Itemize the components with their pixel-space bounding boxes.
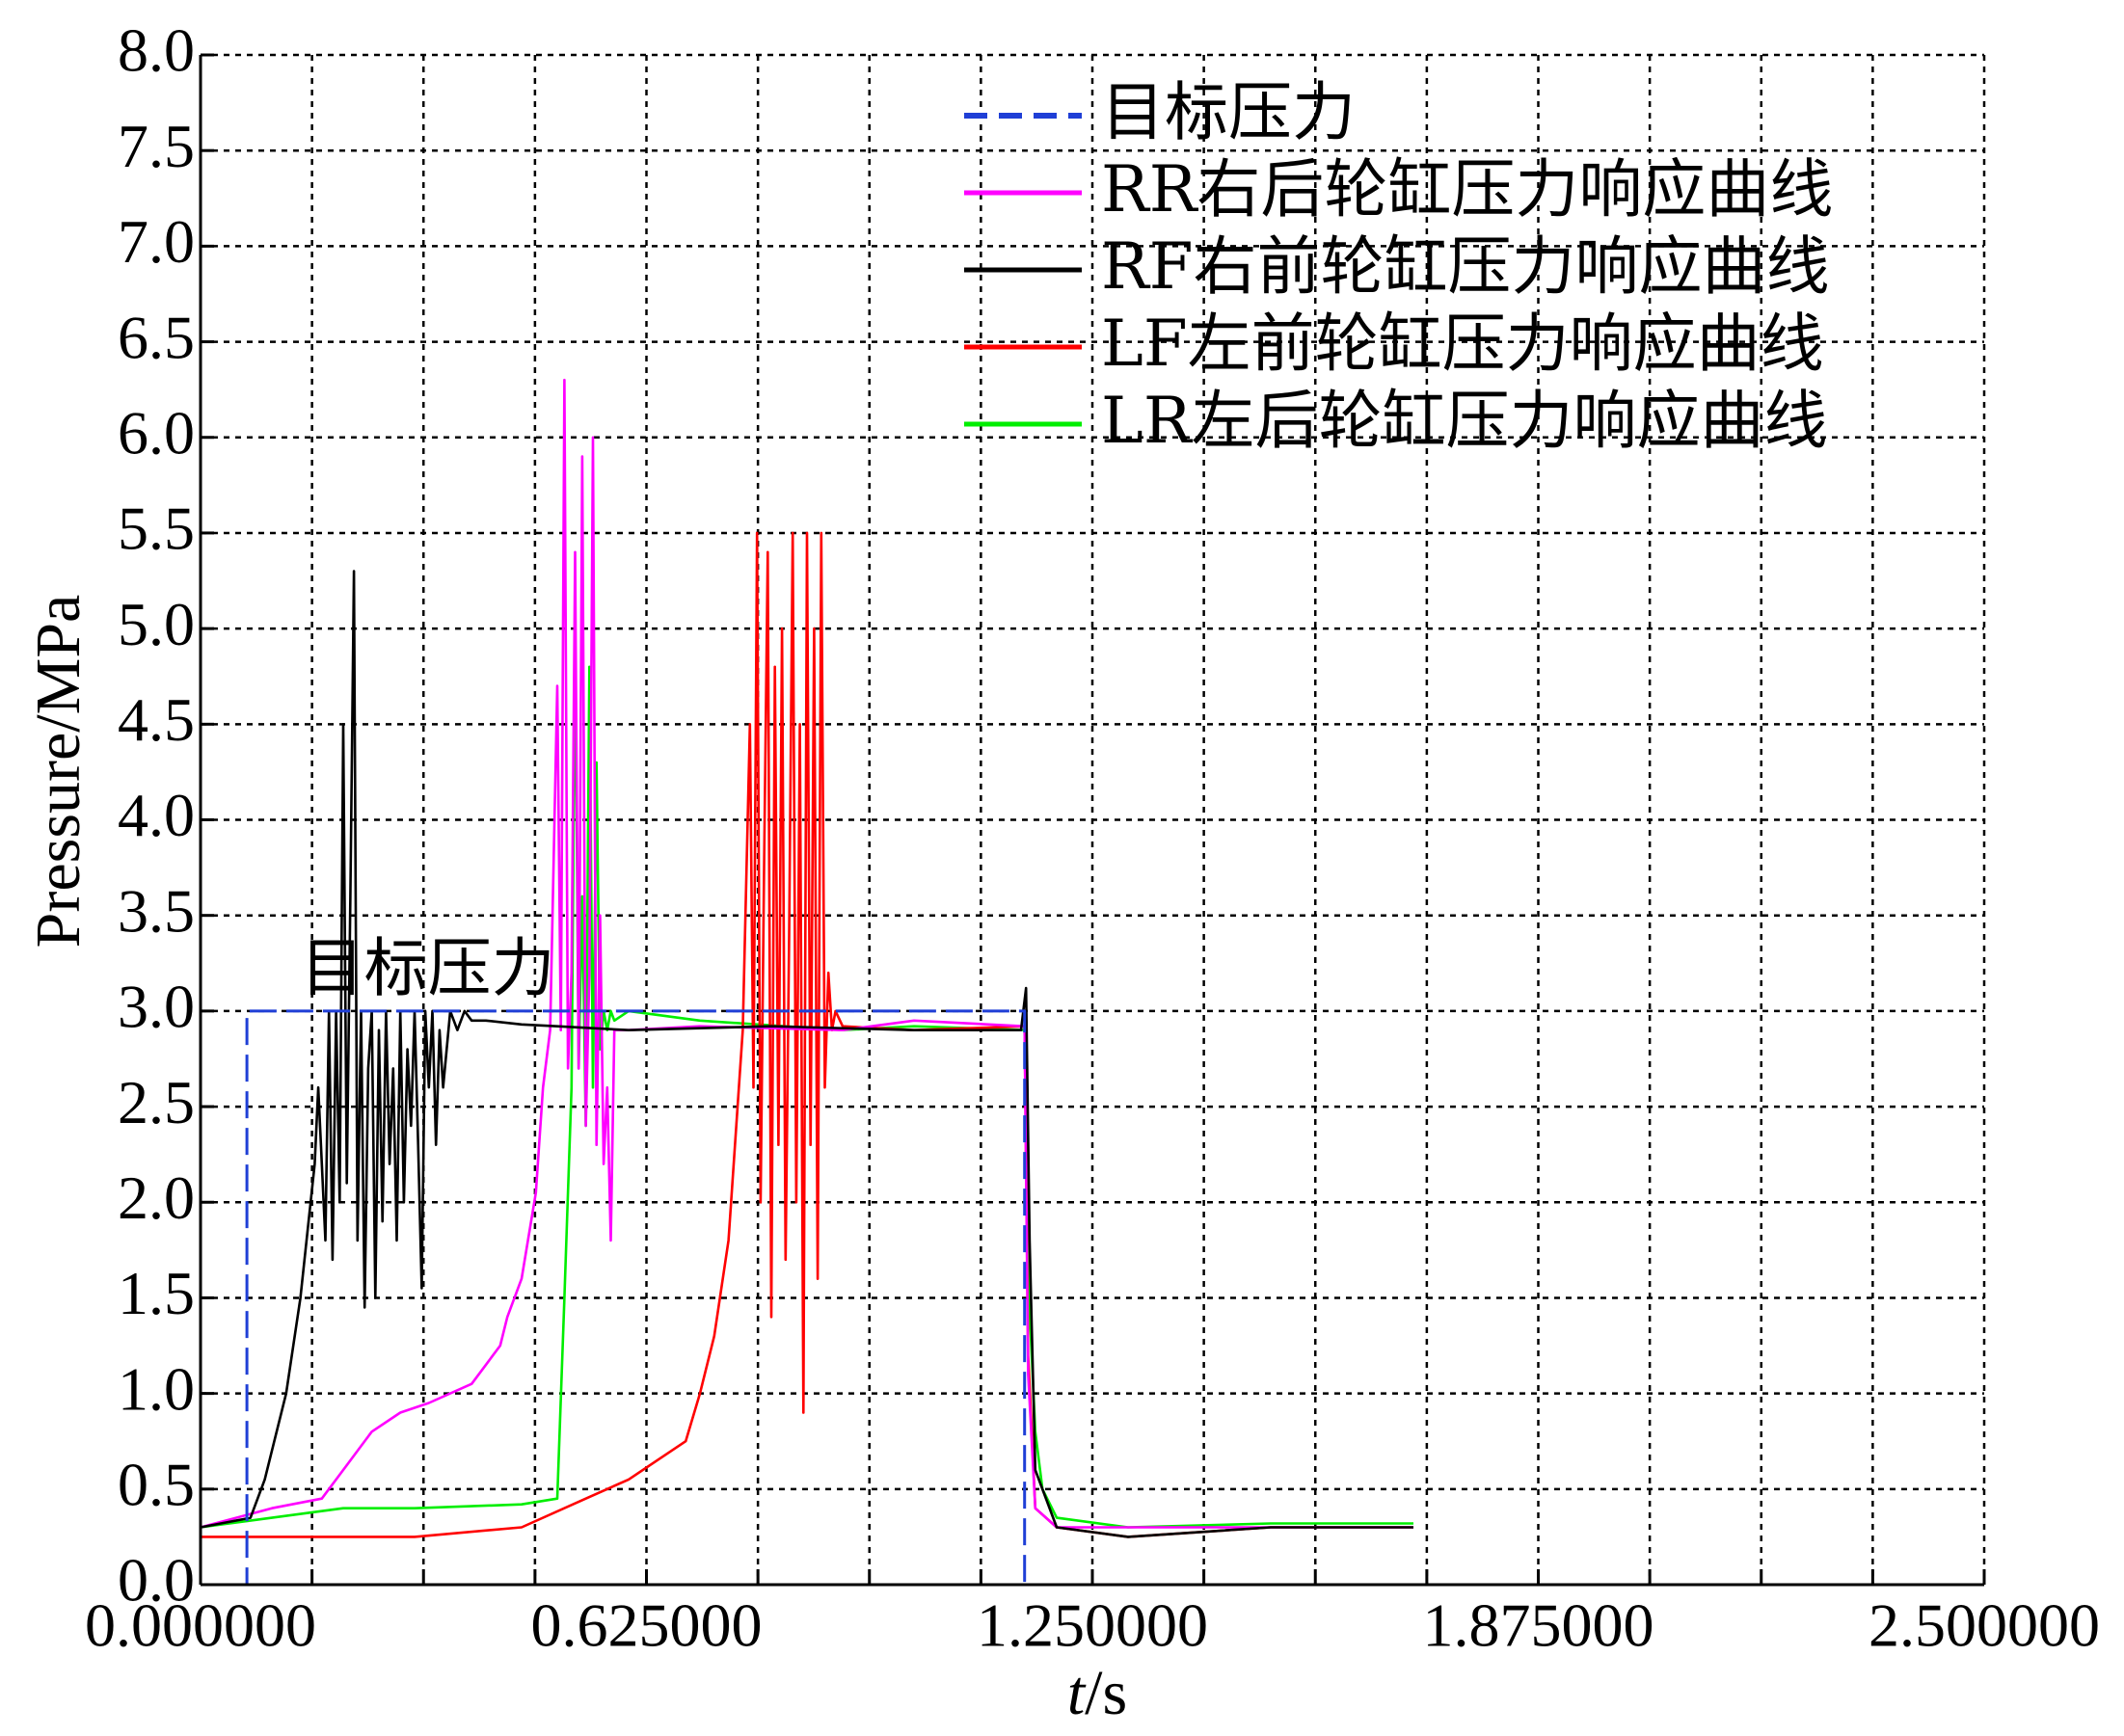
legend-label-3: LF左前轮缸压力响应曲线 xyxy=(1101,307,1824,381)
tick-labels: 0.0 0.5 1.0 1.5 2.0 2.5 3.0 3.5 4.0 4.5 5.0 5.5 6.0 6… xyxy=(85,16,2100,1660)
axes xyxy=(199,53,1986,1587)
y-tick-label: 7.5 xyxy=(118,112,195,180)
legend-label-1: RR右后轮缸压力响应曲线 xyxy=(1101,152,1833,227)
target-pressure-annotation: 目标压力 xyxy=(301,931,555,1005)
y-axis-label: Pressure/MPa xyxy=(23,595,94,948)
x-axis-label-unit: /s xyxy=(1085,1658,1127,1728)
series-lines xyxy=(200,378,1425,1587)
y-tick-label: 8.0 xyxy=(118,16,195,85)
x-tick-label: 2.500000 xyxy=(1869,1591,2100,1660)
y-tick-label: 5.5 xyxy=(118,494,195,563)
series-line-2 xyxy=(200,570,1413,1538)
x-axis-label-symbol: t xyxy=(1067,1658,1087,1728)
x-tick-label: 1.875000 xyxy=(1423,1591,1654,1660)
y-tick-label: 4.0 xyxy=(118,781,195,849)
y-tick-label: 5.0 xyxy=(118,590,195,658)
x-tick-label: 1.250000 xyxy=(977,1591,1208,1660)
y-tick-label: 3.0 xyxy=(118,973,195,1041)
y-tick-label: 3.5 xyxy=(118,876,195,945)
y-tick-label: 6.0 xyxy=(118,398,195,467)
series-line-1 xyxy=(200,378,1413,1529)
y-tick-label: 2.0 xyxy=(118,1163,195,1232)
y-tick-label: 1.0 xyxy=(118,1354,195,1423)
y-tick-label: 4.5 xyxy=(118,685,195,754)
gridlines xyxy=(201,53,1986,1585)
y-tick-label: 1.5 xyxy=(118,1259,195,1327)
x-tick-label: 0.000000 xyxy=(85,1591,316,1660)
legend-label-0: 目标压力 xyxy=(1101,75,1356,149)
x-tick-label: 0.625000 xyxy=(531,1591,763,1660)
legend: 目标压力RR右后轮缸压力响应曲线RF右前轮缸压力响应曲线LF左前轮缸压力响应曲线… xyxy=(964,75,1833,458)
y-tick-label: 0.0 xyxy=(118,1546,195,1615)
x-axis-label: t/s xyxy=(1067,1658,1127,1728)
legend-label-2: RF右前轮缸压力响应曲线 xyxy=(1101,229,1830,304)
y-tick-label: 0.5 xyxy=(118,1451,195,1519)
y-tick-label: 2.5 xyxy=(118,1068,195,1136)
legend-label-4: LR左后轮缸压力响应曲线 xyxy=(1101,384,1828,458)
y-tick-label: 7.0 xyxy=(118,207,195,276)
y-tick-label: 6.5 xyxy=(118,303,195,371)
